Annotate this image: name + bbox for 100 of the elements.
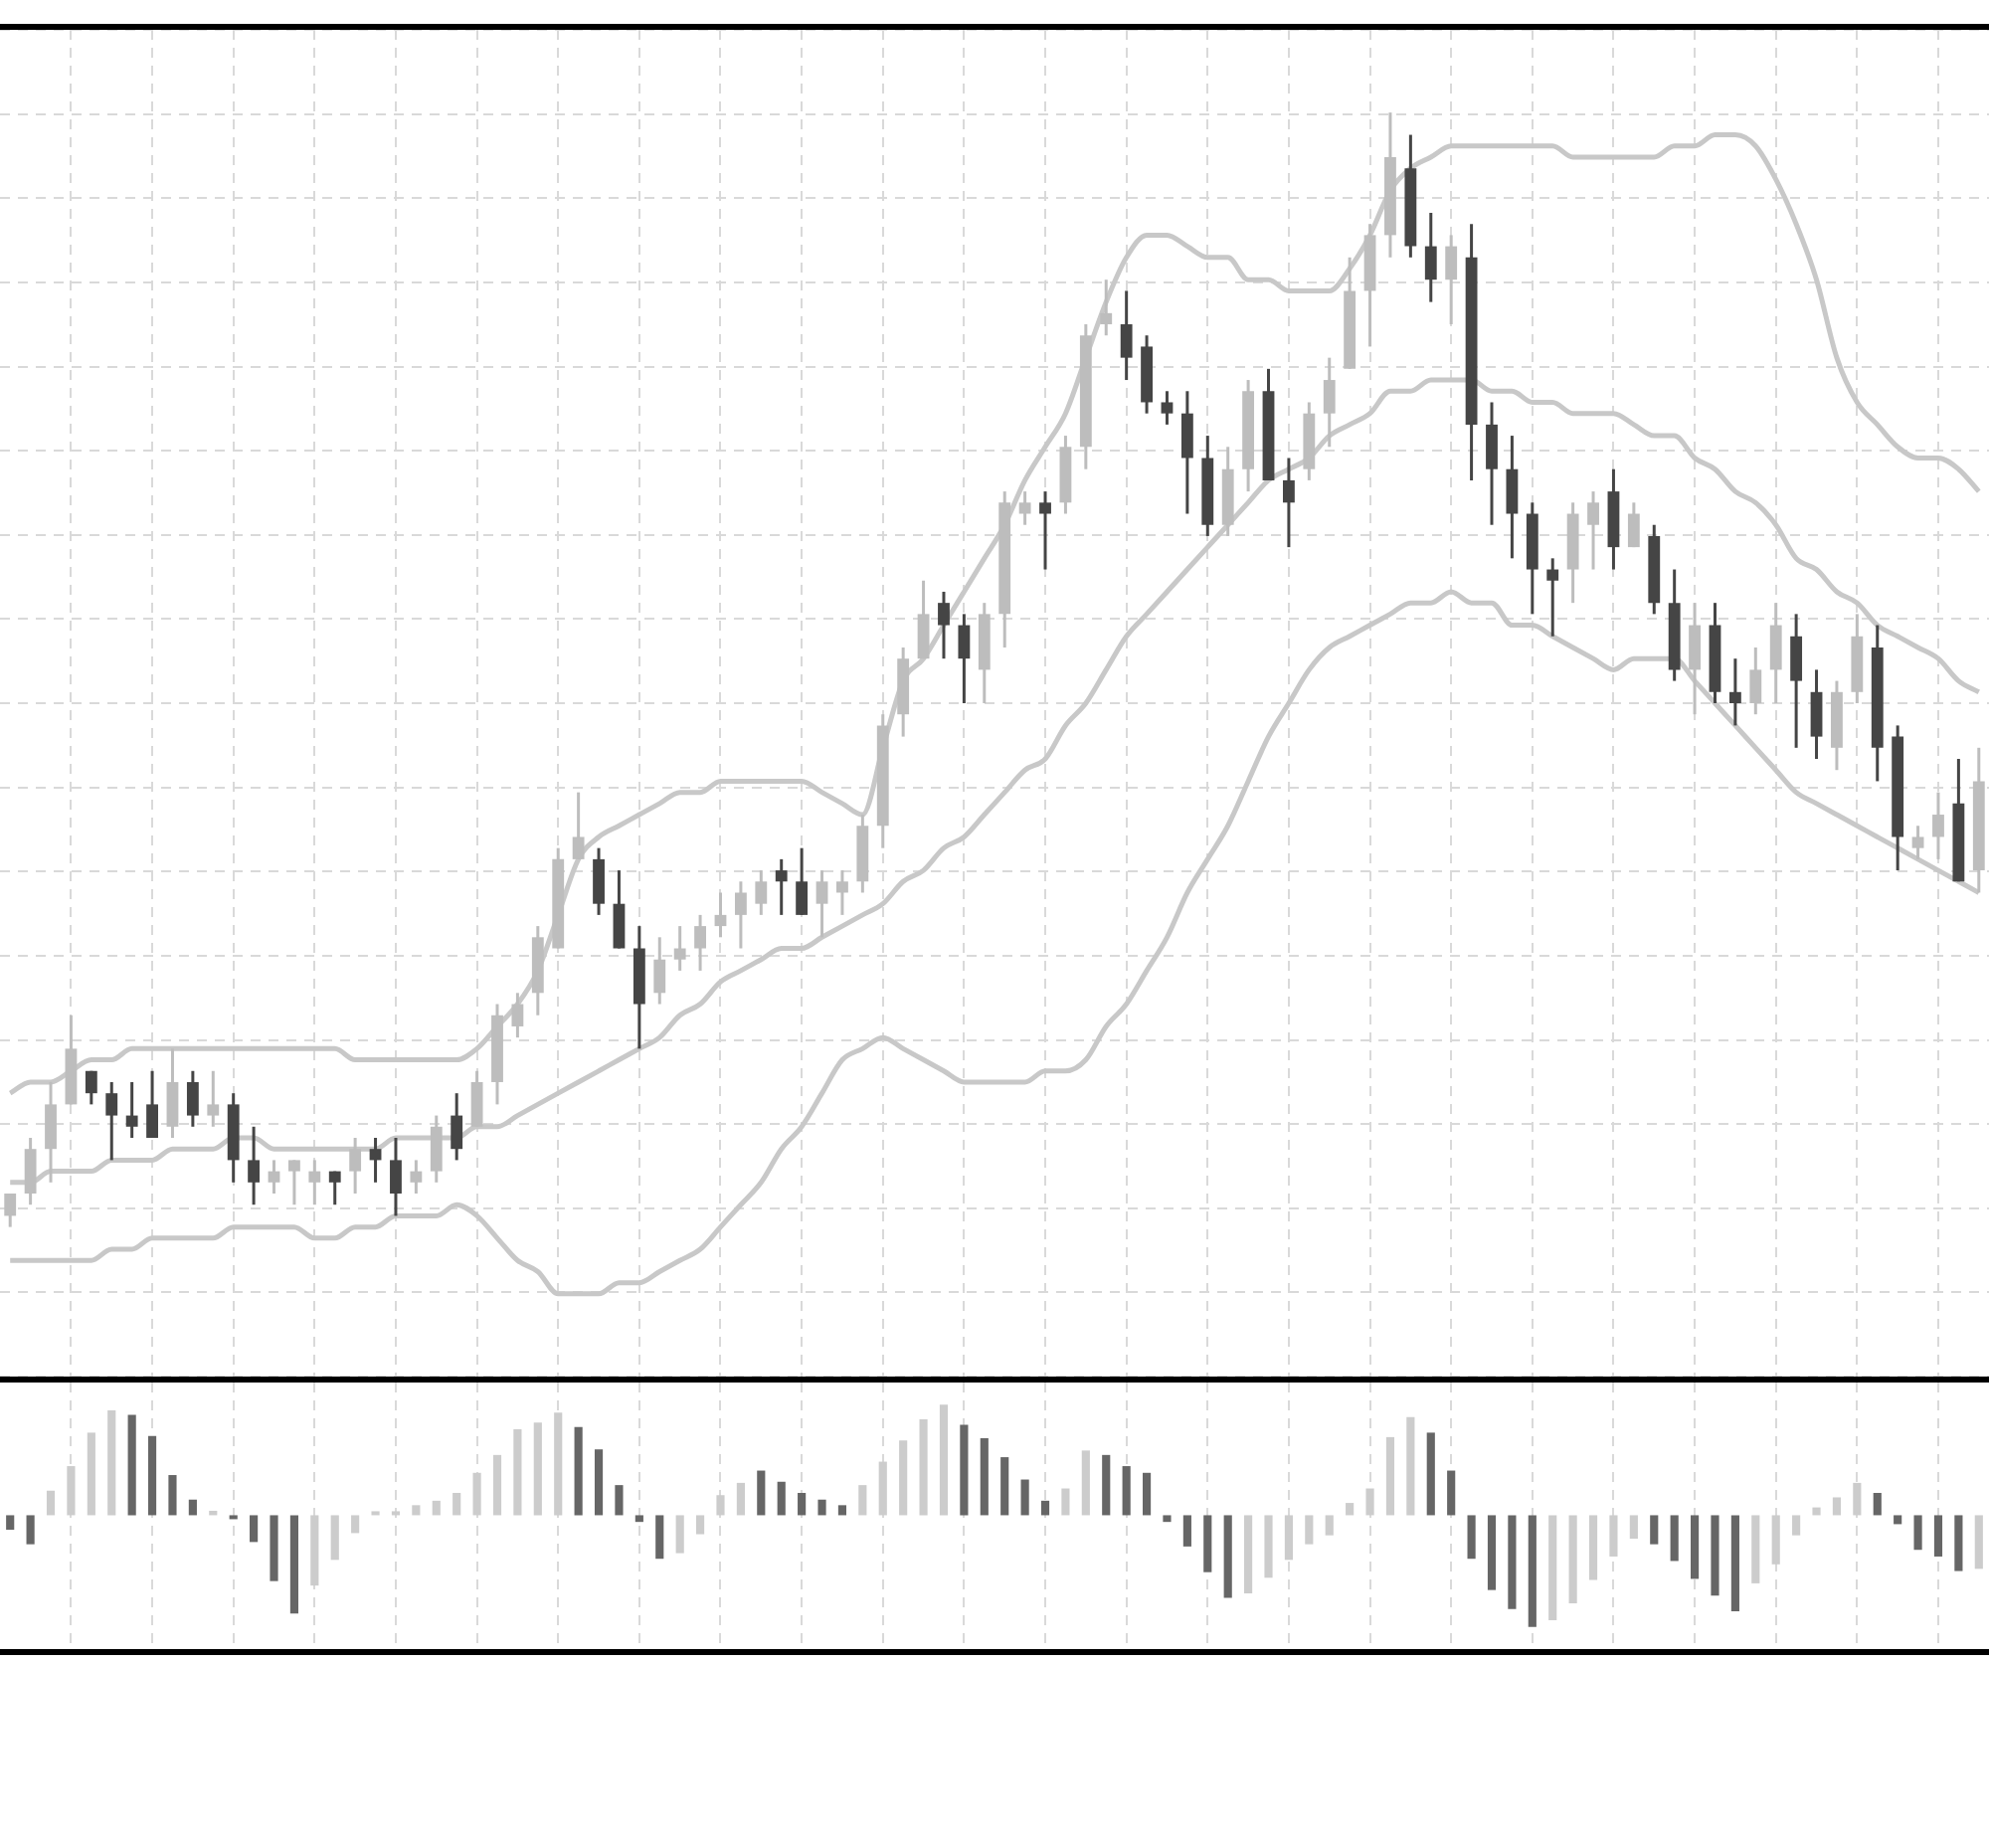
bar xyxy=(1832,1497,1842,1516)
candlestick xyxy=(1810,667,1823,761)
bar xyxy=(1346,1503,1355,1516)
bar xyxy=(594,1449,604,1516)
bar xyxy=(1548,1515,1557,1620)
candlestick xyxy=(1749,646,1762,716)
bar xyxy=(6,1515,15,1531)
bar xyxy=(655,1515,664,1560)
candlestick xyxy=(1728,656,1741,727)
candlestick xyxy=(593,846,605,917)
bar xyxy=(919,1418,928,1516)
candlestick xyxy=(1486,400,1498,527)
bar xyxy=(634,1515,643,1523)
bar xyxy=(1568,1515,1577,1604)
candlestick xyxy=(308,1158,321,1206)
candlestick xyxy=(1039,489,1051,572)
bar xyxy=(1325,1515,1334,1536)
bar xyxy=(757,1470,766,1516)
candlestick xyxy=(734,879,747,951)
bar xyxy=(452,1492,461,1516)
bar xyxy=(1244,1515,1253,1593)
bar xyxy=(1182,1515,1191,1547)
candlestick xyxy=(390,1136,402,1217)
bar xyxy=(899,1440,908,1516)
bar xyxy=(1751,1515,1760,1583)
bar xyxy=(1894,1515,1902,1525)
candlestick xyxy=(268,1158,280,1196)
bar xyxy=(1873,1492,1882,1516)
bar xyxy=(472,1472,481,1516)
bar xyxy=(1528,1515,1537,1627)
bar xyxy=(168,1475,177,1516)
bar xyxy=(1284,1515,1293,1561)
candlestick xyxy=(1689,601,1701,716)
bar xyxy=(1730,1515,1739,1611)
bar xyxy=(87,1432,95,1516)
bar xyxy=(1000,1457,1009,1516)
bar xyxy=(1650,1515,1659,1545)
bar xyxy=(798,1492,807,1516)
candlestick xyxy=(1546,556,1559,639)
candlestick xyxy=(288,1158,300,1206)
bar xyxy=(960,1424,969,1516)
bar xyxy=(1264,1515,1273,1578)
candlestick xyxy=(1161,389,1174,427)
bar xyxy=(1122,1466,1131,1516)
bar xyxy=(250,1515,259,1543)
candlestick xyxy=(938,590,950,660)
candlestick xyxy=(1769,601,1782,705)
bar xyxy=(675,1515,684,1554)
candlestick xyxy=(1932,791,1944,861)
bar xyxy=(1163,1515,1172,1523)
bar xyxy=(1487,1515,1497,1590)
candlestick xyxy=(572,791,585,861)
bar xyxy=(1142,1472,1152,1516)
candlestick xyxy=(755,868,768,917)
bar xyxy=(939,1404,949,1516)
bar xyxy=(858,1485,867,1516)
candlestick xyxy=(410,1158,423,1196)
candlestick xyxy=(85,1069,97,1106)
bar xyxy=(1954,1515,1963,1571)
candlestick xyxy=(146,1069,158,1140)
candlestick xyxy=(4,1192,17,1229)
bar xyxy=(1711,1515,1719,1596)
bar xyxy=(127,1414,136,1516)
candlestick xyxy=(1283,456,1295,549)
candlestick xyxy=(125,1080,138,1140)
bar xyxy=(492,1454,502,1516)
candlestick xyxy=(653,935,666,1007)
bar xyxy=(67,1466,76,1516)
bar xyxy=(1061,1488,1070,1516)
bar xyxy=(1467,1515,1476,1560)
bar xyxy=(1853,1482,1862,1516)
bar xyxy=(817,1499,826,1516)
bar xyxy=(432,1500,441,1516)
bar xyxy=(878,1461,887,1516)
bar xyxy=(310,1515,319,1586)
candlestick xyxy=(1120,288,1133,382)
candlestick xyxy=(1506,434,1519,560)
bar xyxy=(980,1438,989,1516)
bar xyxy=(351,1515,360,1534)
bar xyxy=(107,1409,116,1516)
candlestick xyxy=(836,868,848,917)
candlestick xyxy=(815,868,828,939)
bar xyxy=(1812,1507,1821,1516)
bar xyxy=(716,1495,725,1516)
bar xyxy=(736,1482,745,1516)
candlestick xyxy=(1424,211,1437,304)
candlestick xyxy=(714,890,727,939)
bar xyxy=(330,1515,339,1561)
candlestick xyxy=(105,1080,118,1162)
bar xyxy=(188,1499,197,1516)
bar xyxy=(1040,1500,1050,1516)
candlestick xyxy=(186,1069,199,1129)
candlestick xyxy=(694,913,706,973)
bar xyxy=(412,1505,421,1516)
candlestick xyxy=(1445,233,1458,326)
candlestick xyxy=(1790,612,1803,750)
bar xyxy=(837,1505,847,1516)
candlestick xyxy=(369,1136,382,1185)
candlestick xyxy=(1100,277,1113,337)
bar xyxy=(574,1426,583,1516)
